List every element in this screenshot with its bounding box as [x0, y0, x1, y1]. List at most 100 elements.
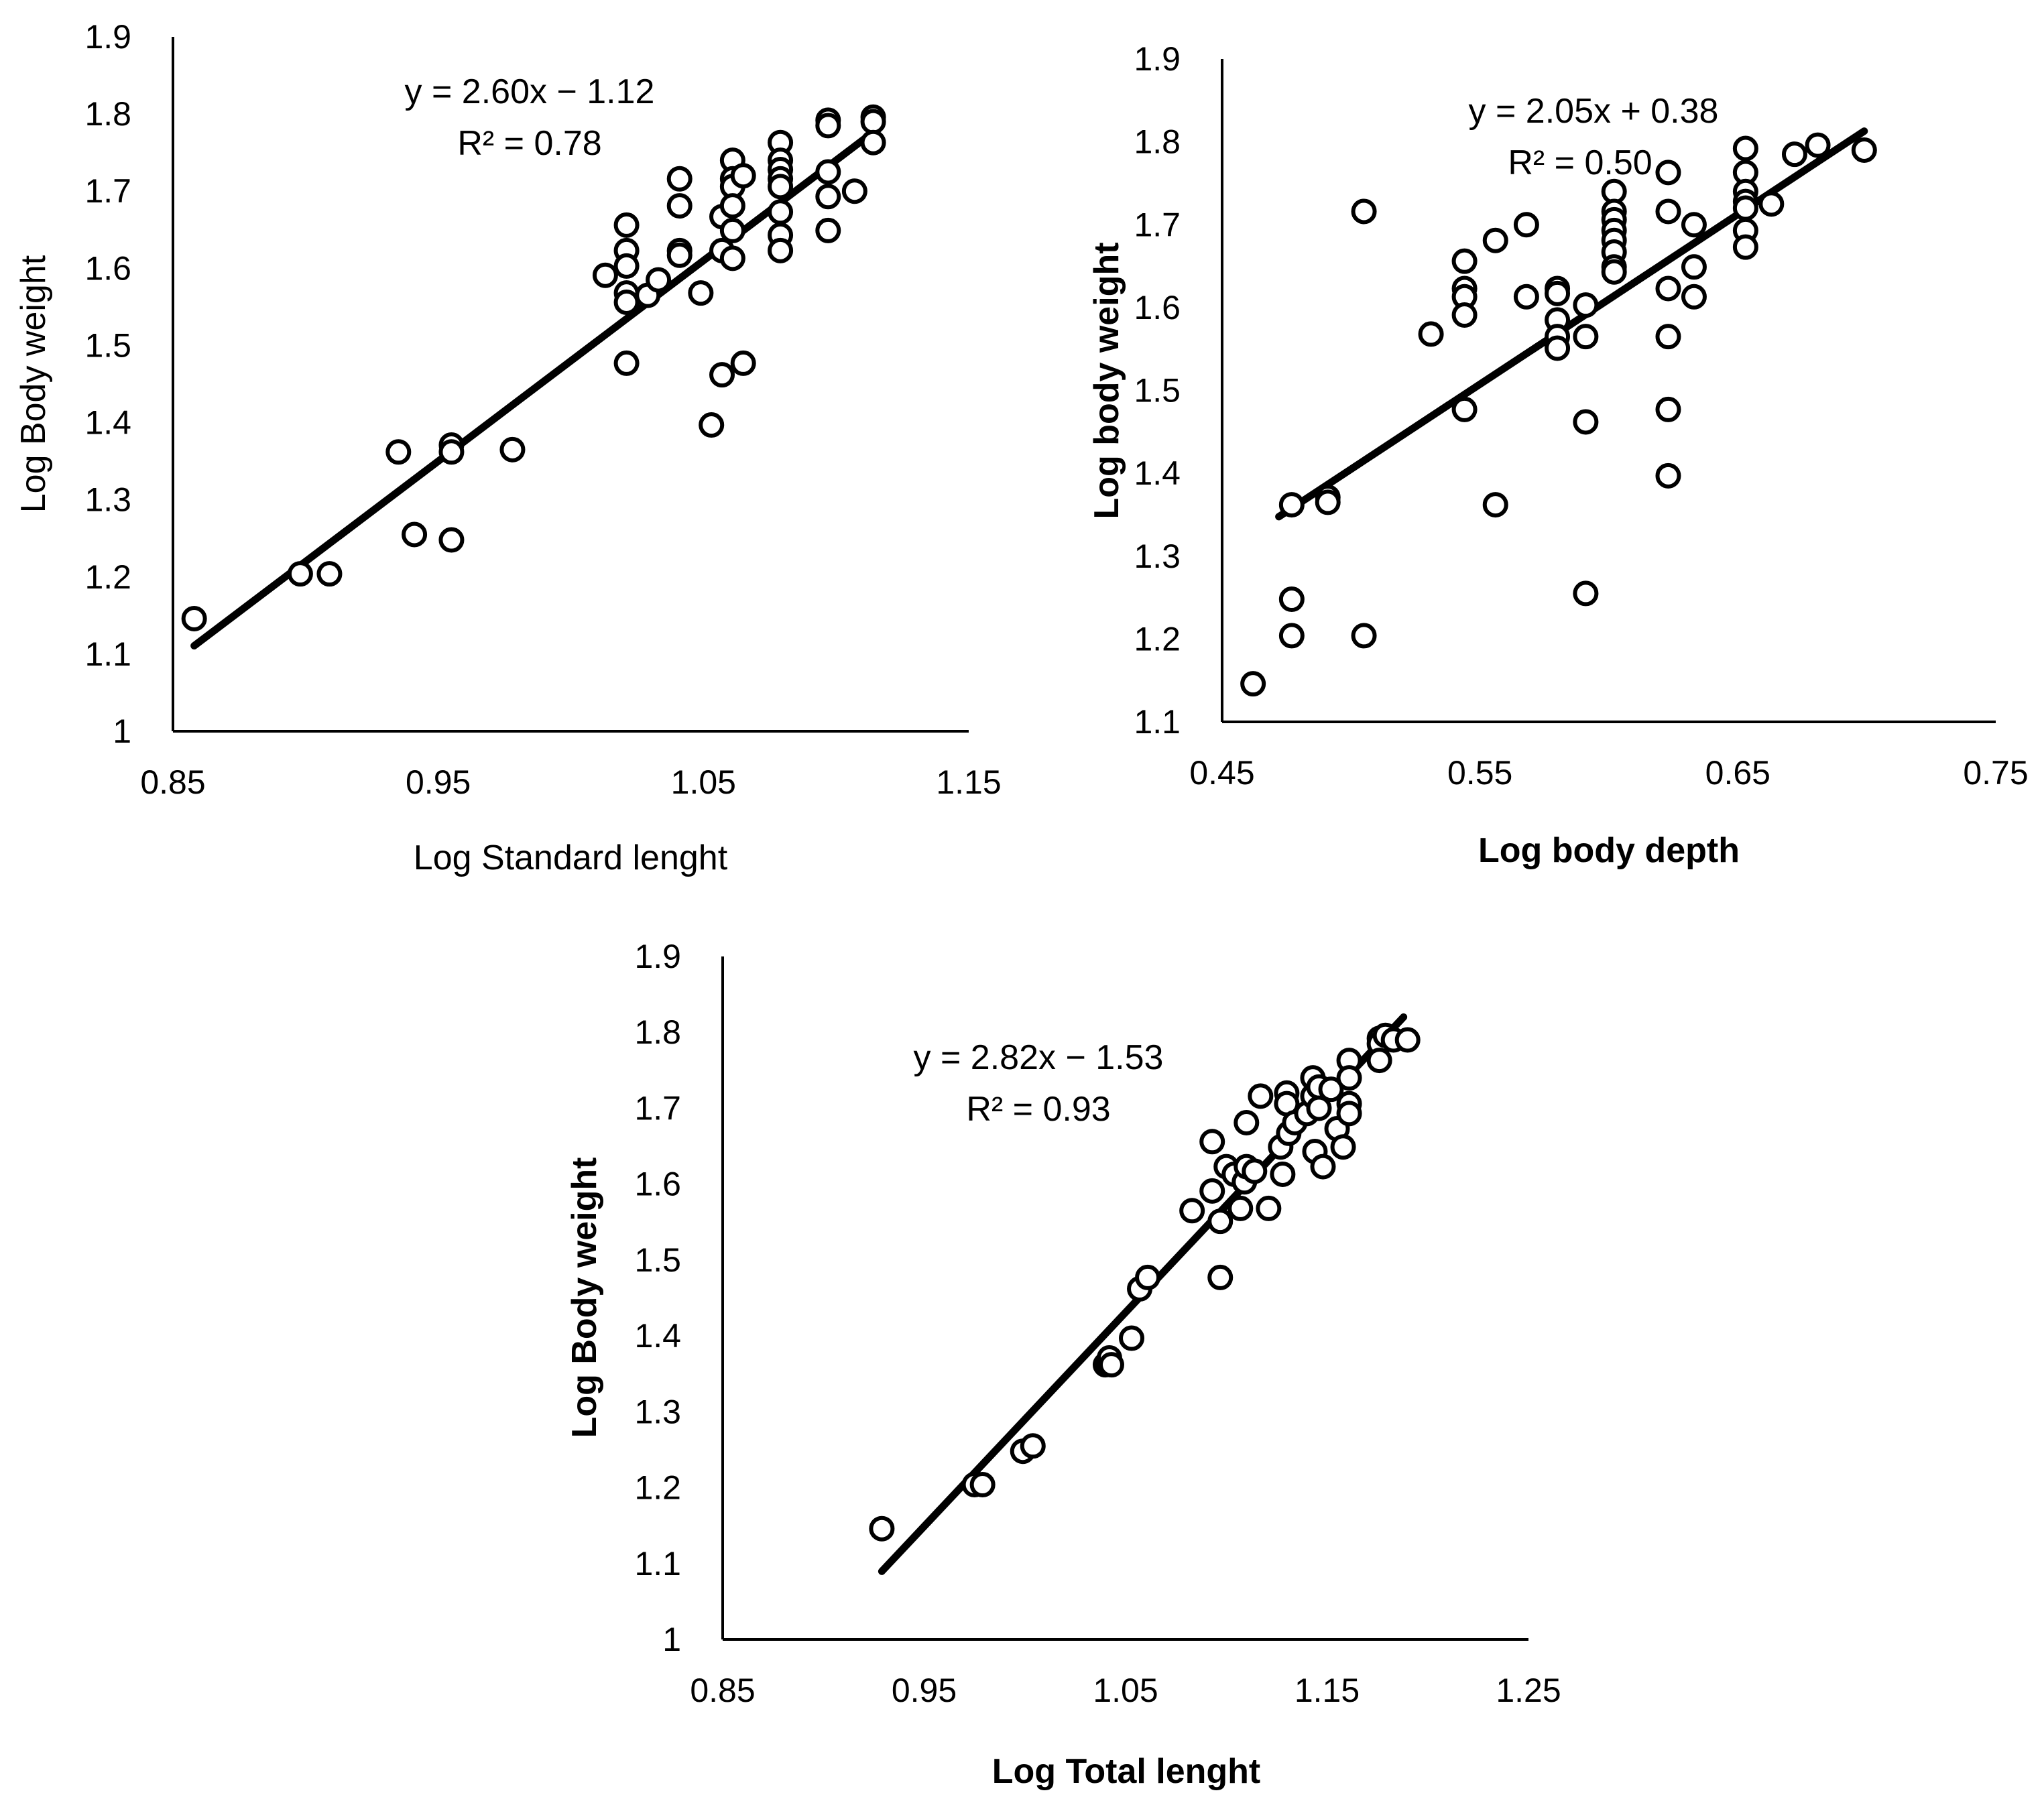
data-point [646, 267, 672, 293]
data-point [1351, 623, 1377, 649]
regression-equation: y = 2.82x − 1.53 [914, 1038, 1164, 1077]
data-point [1278, 623, 1305, 649]
y-tick-label: 1.3 [84, 481, 131, 519]
data-point [1732, 234, 1758, 260]
data-point [1234, 1109, 1260, 1135]
data-point [730, 163, 756, 189]
data-point [1256, 1195, 1282, 1221]
data-point [666, 166, 693, 192]
data-point [860, 109, 886, 135]
data-point [768, 237, 794, 263]
y-tick-label: 1.4 [634, 1317, 681, 1355]
y-tick-label: 1 [113, 712, 131, 750]
data-point [613, 289, 640, 315]
y-tick-label: 1.8 [1134, 123, 1181, 161]
y-tick-label: 1.7 [1134, 206, 1181, 243]
data-point [1310, 1154, 1336, 1180]
y-tick-label: 1.8 [634, 1013, 681, 1051]
y-tick-label: 1.6 [84, 249, 131, 287]
data-point [1655, 324, 1681, 350]
data-point [1573, 409, 1599, 435]
data-point [730, 350, 756, 376]
data-point [1781, 141, 1807, 168]
data-point [1240, 671, 1266, 697]
x-tick-label: 0.75 [1963, 754, 2028, 792]
data-point [1655, 275, 1681, 302]
regression-equation: y = 2.05x + 0.38 [1469, 92, 1719, 131]
x-tick-label: 1.25 [1496, 1672, 1561, 1709]
data-point [1336, 1101, 1362, 1127]
chart-panel-body-depth: 1.1 1.2 1.3 1.4 1.5 1.6 1.7 1.8 1.9 0.45 0.55 0.65… [1087, 40, 2029, 870]
data-point [1330, 1134, 1356, 1160]
data-point [1199, 1129, 1225, 1155]
data-point [719, 217, 745, 243]
data-point [402, 521, 428, 548]
chart-panel-total-length: 1 1.1 1.2 1.3 1.4 1.5 1.6 1.7 1.8 1.9 0.85 0.95 1.0… [565, 938, 1561, 1791]
y-axis-title: Log Body weight [14, 255, 53, 513]
r-squared-label: R² = 0.78 [457, 124, 601, 163]
data-point [613, 212, 640, 238]
data-point [1655, 396, 1681, 422]
y-tick-label: 1.1 [84, 635, 131, 673]
data-point [815, 159, 841, 185]
x-tick-label: 0.45 [1189, 754, 1254, 792]
data-point [1020, 1433, 1046, 1459]
data-point [1451, 396, 1478, 422]
data-point [1805, 132, 1831, 158]
data-point [287, 561, 313, 587]
y-tick-label: 1.5 [84, 326, 131, 364]
data-point [316, 561, 343, 587]
x-tick-labels: 0.85 0.95 1.05 1.15 [140, 763, 1001, 801]
data-point [1681, 212, 1707, 238]
y-tick-label: 1.4 [84, 404, 131, 442]
data-point [1207, 1264, 1234, 1290]
y-tick-labels: 1 1.1 1.2 1.3 1.4 1.5 1.6 1.7 1.8 1.9 [634, 938, 681, 1658]
data-point [860, 129, 886, 156]
y-tick-label: 1.2 [84, 558, 131, 596]
x-tick-label: 0.95 [406, 763, 471, 801]
data-point [768, 174, 794, 200]
data-point [969, 1472, 996, 1498]
data-point [438, 527, 465, 553]
data-point [438, 439, 465, 465]
data-point [1513, 212, 1539, 238]
y-tick-label: 1.9 [634, 938, 681, 975]
y-tick-label: 1.7 [84, 172, 131, 210]
data-point [499, 436, 526, 462]
y-tick-label: 1.3 [1134, 538, 1181, 575]
data-point [1227, 1195, 1254, 1221]
data-point [688, 280, 714, 306]
data-point [869, 1515, 895, 1542]
r-squared-label: R² = 0.50 [1508, 143, 1652, 182]
data-point [1573, 292, 1599, 318]
x-tick-label: 1.05 [1093, 1672, 1158, 1709]
y-tick-label: 1.1 [1134, 703, 1181, 741]
y-tick-labels: 1 1.1 1.2 1.3 1.4 1.5 1.6 1.7 1.8 1.9 [84, 18, 131, 750]
data-point [815, 217, 841, 243]
x-tick-labels: 0.85 0.95 1.05 1.15 1.25 [690, 1672, 1561, 1709]
x-tick-label: 0.85 [140, 763, 205, 801]
data-point [1732, 195, 1758, 221]
data-point [1513, 284, 1539, 310]
data-point [1601, 259, 1627, 285]
data-point [709, 362, 735, 388]
y-tick-label: 1.6 [634, 1166, 681, 1203]
data-points [1240, 132, 1877, 697]
data-point [1655, 198, 1681, 225]
data-point [1681, 284, 1707, 310]
data-point [1098, 1352, 1124, 1378]
x-axis-title: Log body depth [1478, 831, 1740, 870]
y-tick-label: 1.4 [1134, 454, 1181, 492]
data-point [699, 412, 725, 438]
data-point [719, 193, 745, 219]
data-point [1207, 1208, 1234, 1235]
x-tick-label: 1.15 [1295, 1672, 1360, 1709]
data-point [719, 245, 745, 271]
data-point [815, 184, 841, 210]
r-squared-label: R² = 0.93 [966, 1090, 1110, 1129]
data-point [1278, 586, 1305, 613]
y-tick-label: 1.6 [1134, 289, 1181, 326]
data-point [592, 262, 618, 288]
data-point [841, 178, 867, 204]
